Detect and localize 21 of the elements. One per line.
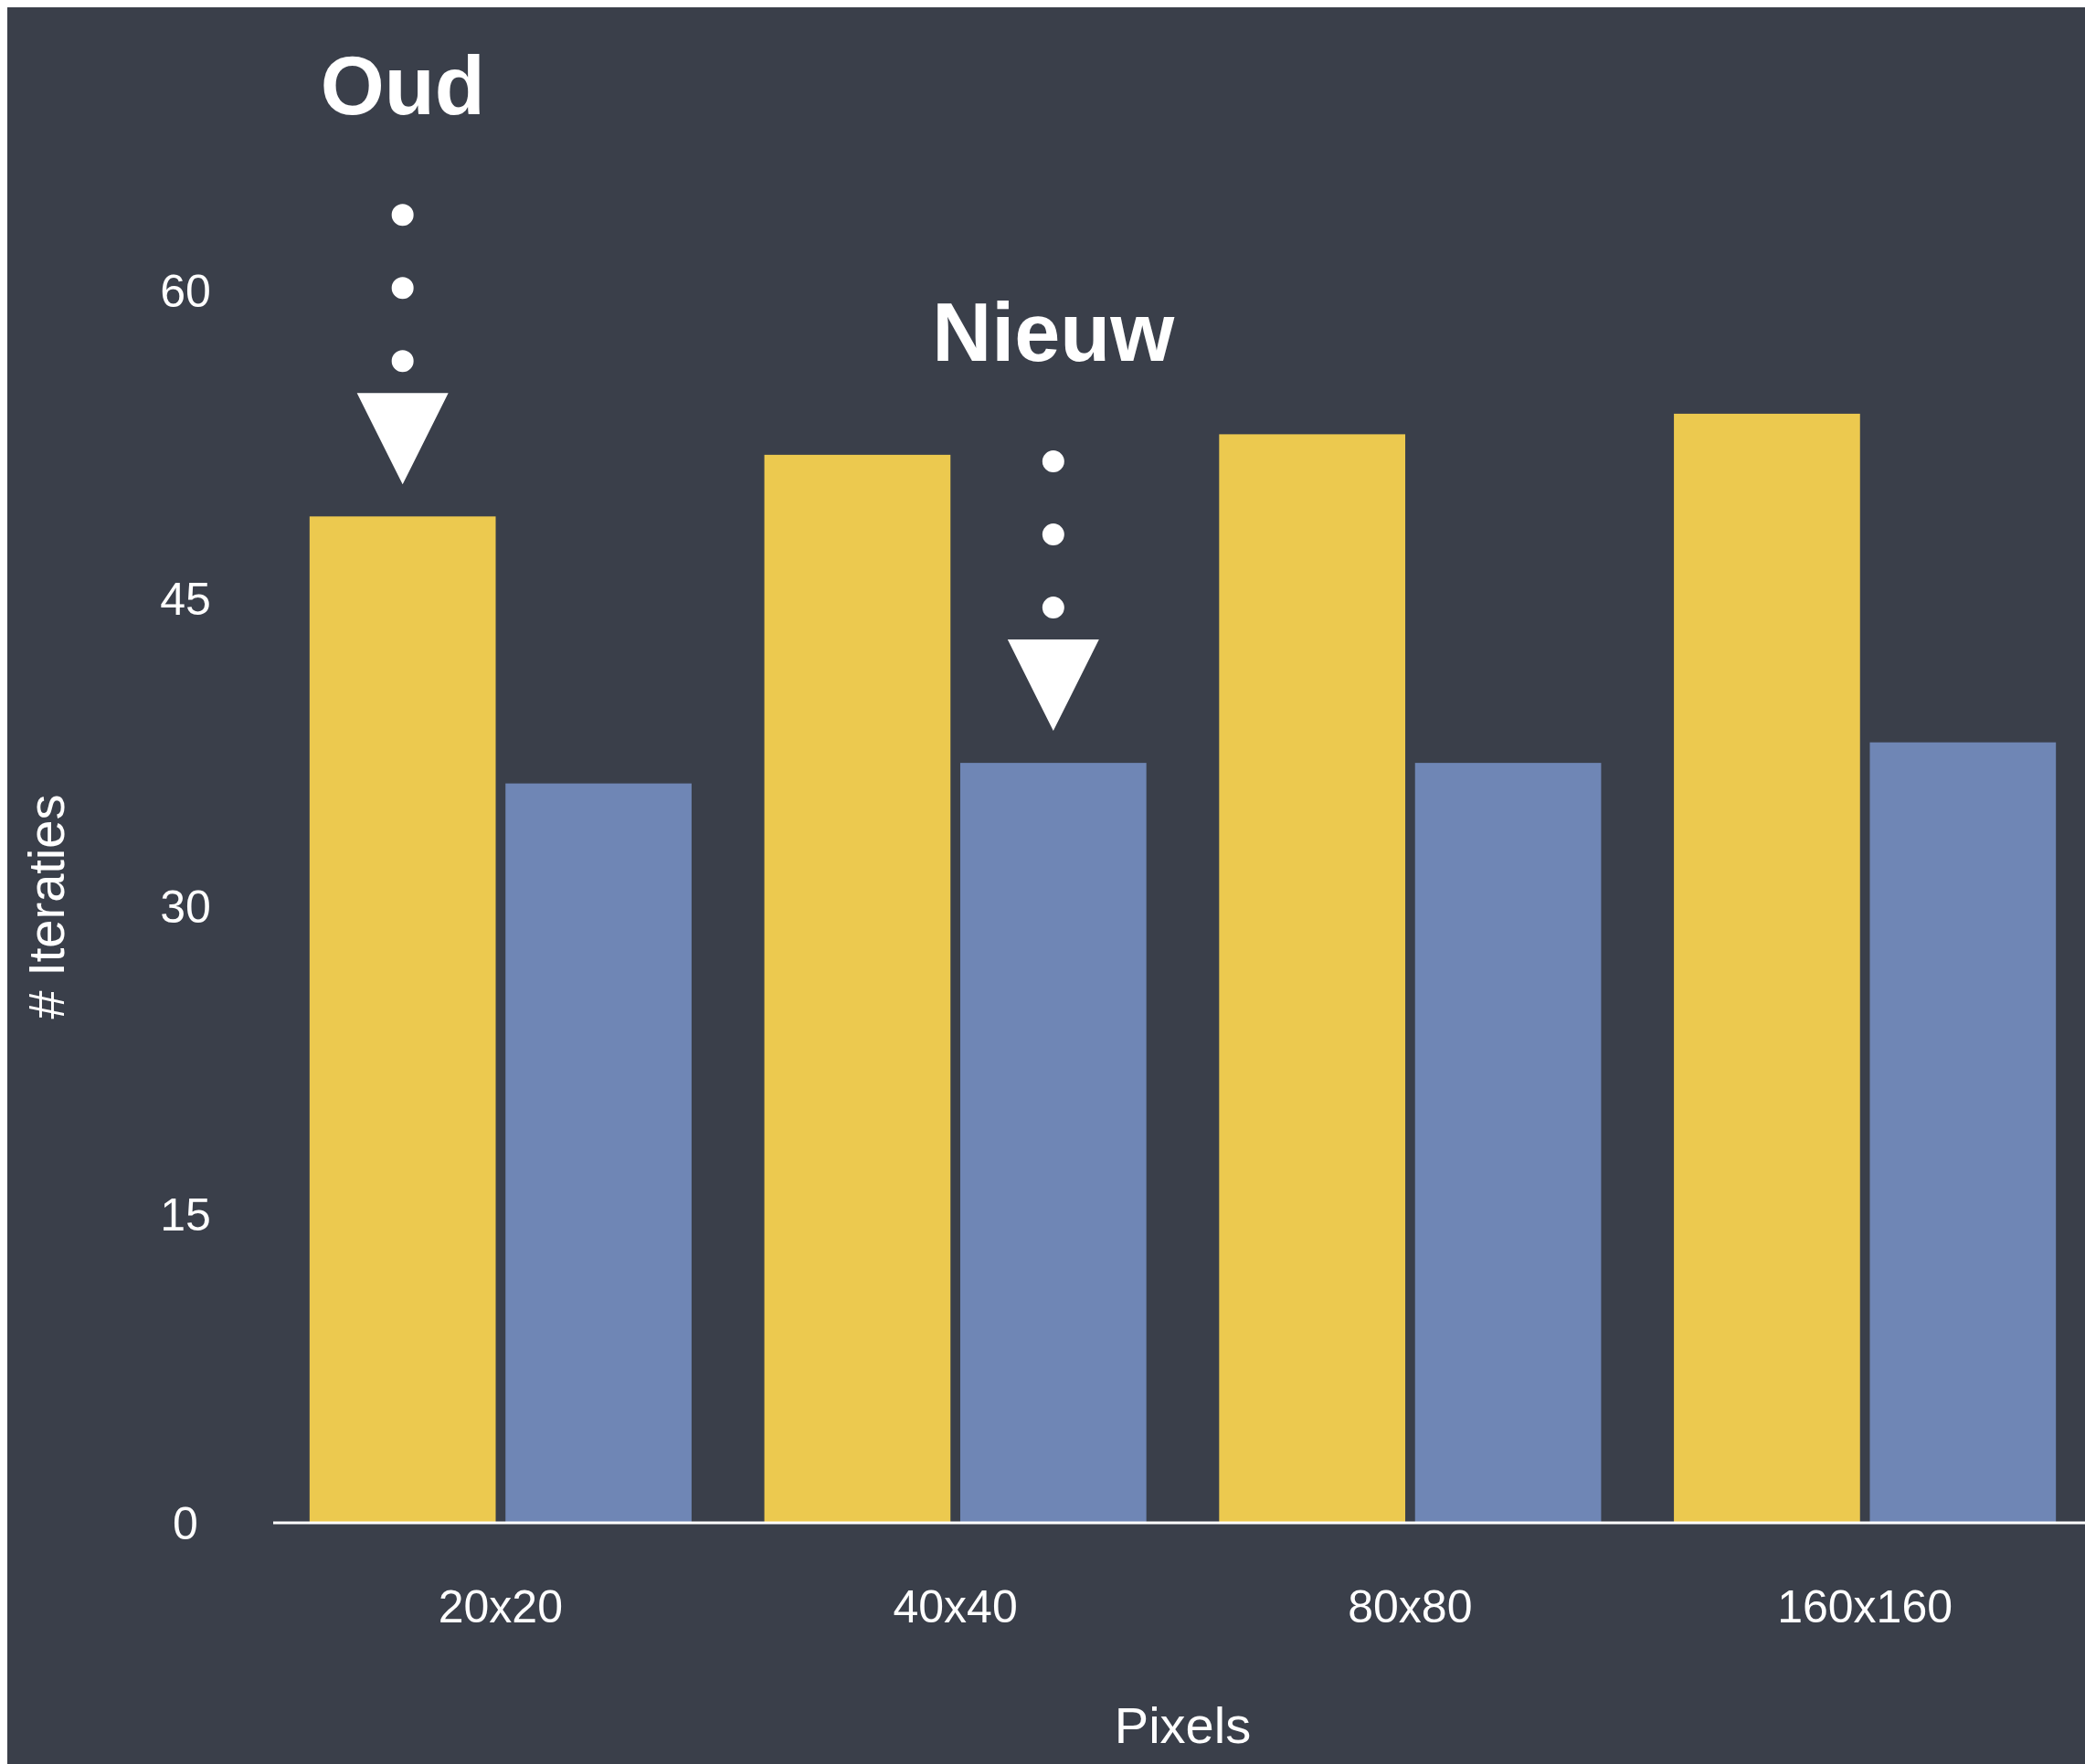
x-tick-label: 20x20 — [438, 1580, 563, 1632]
y-tick-label: 30 — [160, 882, 211, 933]
x-tick-label: 160x160 — [1777, 1580, 1953, 1632]
y-tick-label: 45 — [160, 573, 211, 625]
y-axis-title: # Iteraties — [17, 794, 75, 1019]
bar — [1869, 742, 2057, 1523]
bar — [1674, 413, 1860, 1523]
annotation: Nieuw — [932, 287, 1176, 379]
bar — [764, 454, 951, 1523]
bar — [505, 783, 692, 1523]
x-tick-label: 80x80 — [1348, 1580, 1473, 1632]
bar — [959, 763, 1147, 1523]
y-tick-label: 60 — [160, 265, 211, 317]
bar — [1414, 763, 1602, 1523]
text: Oud — [320, 40, 485, 132]
y-tick-label: 15 — [160, 1189, 211, 1241]
bar — [309, 516, 496, 1523]
bar — [1219, 434, 1406, 1523]
x-axis-title: Pixels — [1114, 1696, 1252, 1754]
x-tick-label: 40x40 — [893, 1580, 1018, 1632]
y-tick-label: 0 — [173, 1497, 198, 1549]
